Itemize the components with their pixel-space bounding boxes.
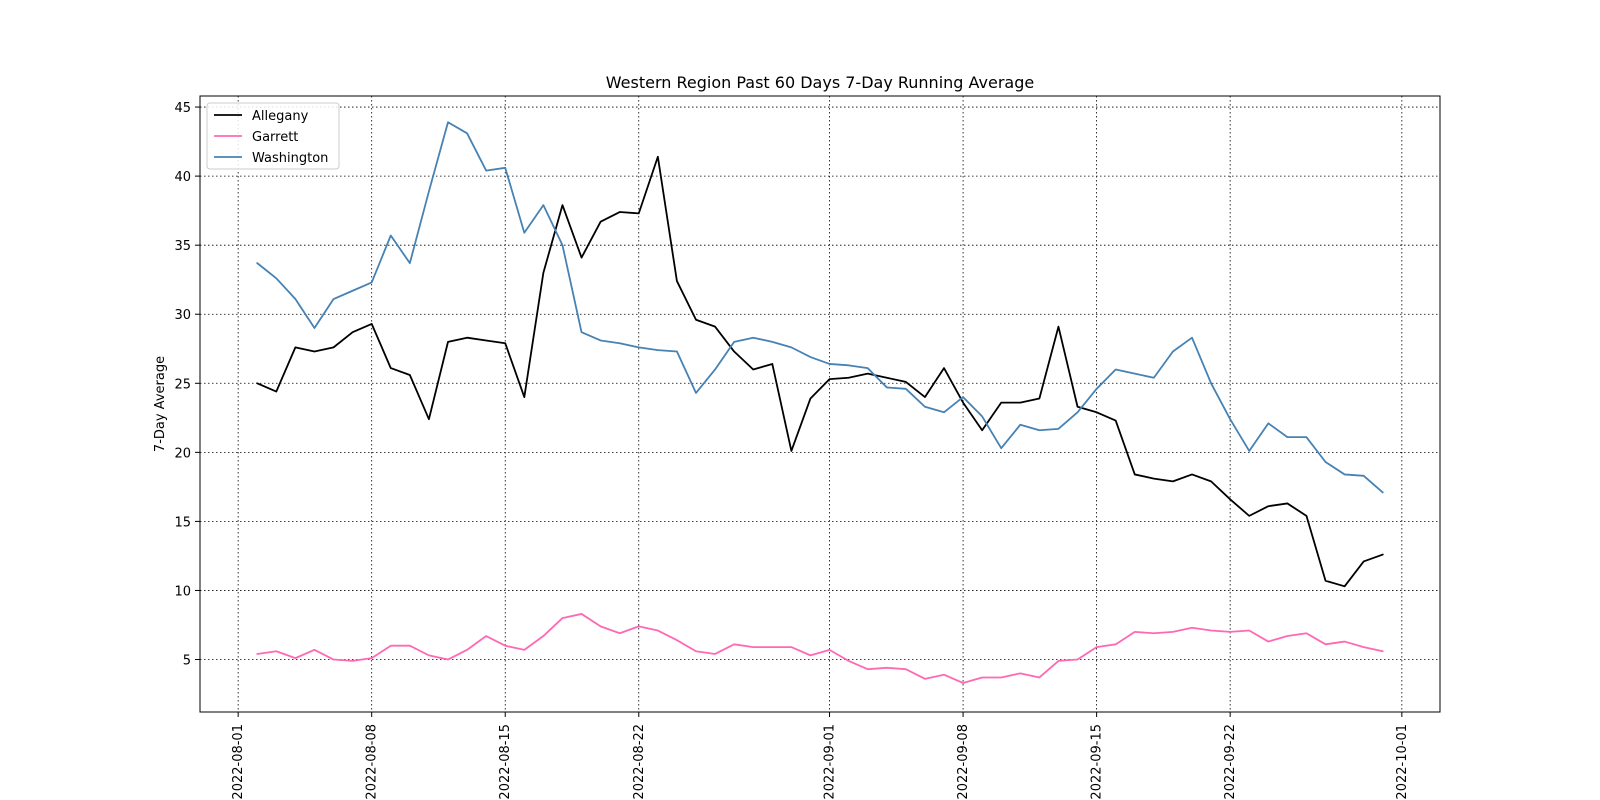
y-tick-label: 30 <box>174 308 191 323</box>
x-tick-label: 2022-08-15 <box>498 724 513 800</box>
legend: Allegany Garrett Washington <box>206 102 340 170</box>
legend-label-washington: Washington <box>252 151 328 166</box>
x-tick-label: 2022-08-08 <box>365 724 380 800</box>
y-tick-label: 10 <box>174 584 191 599</box>
y-tick-label: 15 <box>174 515 191 530</box>
legend-label-garrett: Garrett <box>252 130 298 145</box>
y-axis-label: 7-Day Average <box>153 356 168 452</box>
y-tick-label: 40 <box>174 170 191 185</box>
legend-label-allegany: Allegany <box>252 109 309 124</box>
x-tick-label: 2022-09-08 <box>956 724 971 800</box>
y-tick-label: 45 <box>174 101 191 116</box>
y-tick-label: 20 <box>174 446 191 461</box>
series-line-washington <box>256 121 1384 494</box>
plot-area-frame <box>199 95 1441 713</box>
x-tick-label: 2022-09-22 <box>1223 724 1238 800</box>
x-tick-label: 2022-08-22 <box>632 724 647 800</box>
x-tick-label: 2022-09-01 <box>823 724 838 800</box>
y-axis: 5 10 15 20 25 30 35 40 45 <box>174 101 200 669</box>
x-axis: 2022-08-01 2022-08-08 2022-08-15 2022-08-22… <box>231 712 1410 800</box>
x-tick-label: 2022-10-01 <box>1395 724 1410 800</box>
y-tick-label: 35 <box>174 239 191 254</box>
x-tick-label: 2022-09-15 <box>1090 724 1105 800</box>
y-tick-label: 5 <box>183 654 191 669</box>
x-tick-label: 2022-08-01 <box>231 724 246 800</box>
series-line-allegany <box>256 155 1384 588</box>
y-tick-label: 25 <box>174 377 191 392</box>
series-line-garrett <box>256 613 1384 684</box>
legend-box <box>206 102 340 170</box>
grid <box>200 96 1440 712</box>
series-lines <box>256 121 1384 684</box>
chart-title: Western Region Past 60 Days 7-Day Runnin… <box>606 73 1034 92</box>
